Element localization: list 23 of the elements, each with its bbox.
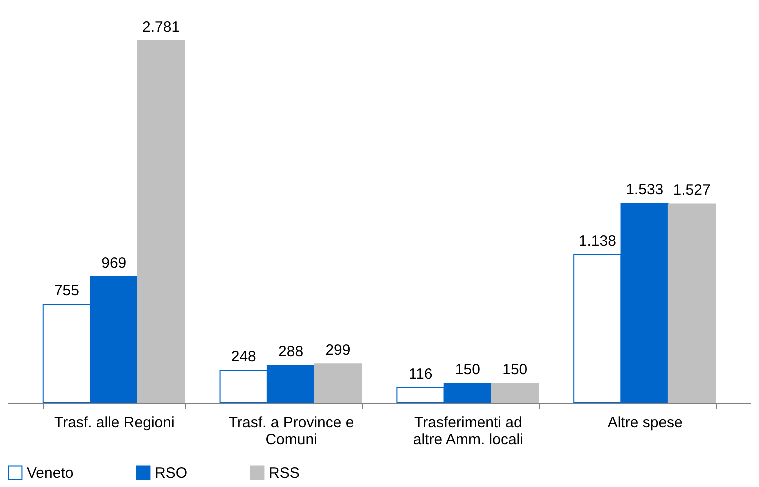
legend-label: RSO <box>155 464 188 482</box>
data-label: 1.533 <box>626 181 664 198</box>
data-label: 1.527 <box>673 182 711 200</box>
data-label: 150 <box>455 361 480 378</box>
bar <box>314 364 362 404</box>
legend-label: RSS <box>269 464 300 482</box>
data-label: 755 <box>54 282 80 300</box>
data-label: 150 <box>502 361 528 378</box>
legend-label: Veneto <box>27 464 74 482</box>
data-label: 1.138 <box>578 232 616 250</box>
data-label: 299 <box>326 342 351 360</box>
x-tick-label: Altre spese <box>608 414 683 432</box>
data-label: 116 <box>408 366 433 383</box>
bar <box>668 204 716 404</box>
data-label: 288 <box>278 344 304 361</box>
bar <box>137 40 186 404</box>
data-label: 969 <box>102 254 127 272</box>
x-tick-label: Trasf. a Province e Comuni <box>228 414 354 448</box>
x-tick-label: Trasferimenti ad altre Amm. locali <box>413 414 524 448</box>
x-tick-label: Trasf. alle Regioni <box>54 414 175 432</box>
bar <box>491 382 540 404</box>
data-label: 248 <box>231 348 256 366</box>
data-label: 2.781 <box>142 19 180 36</box>
